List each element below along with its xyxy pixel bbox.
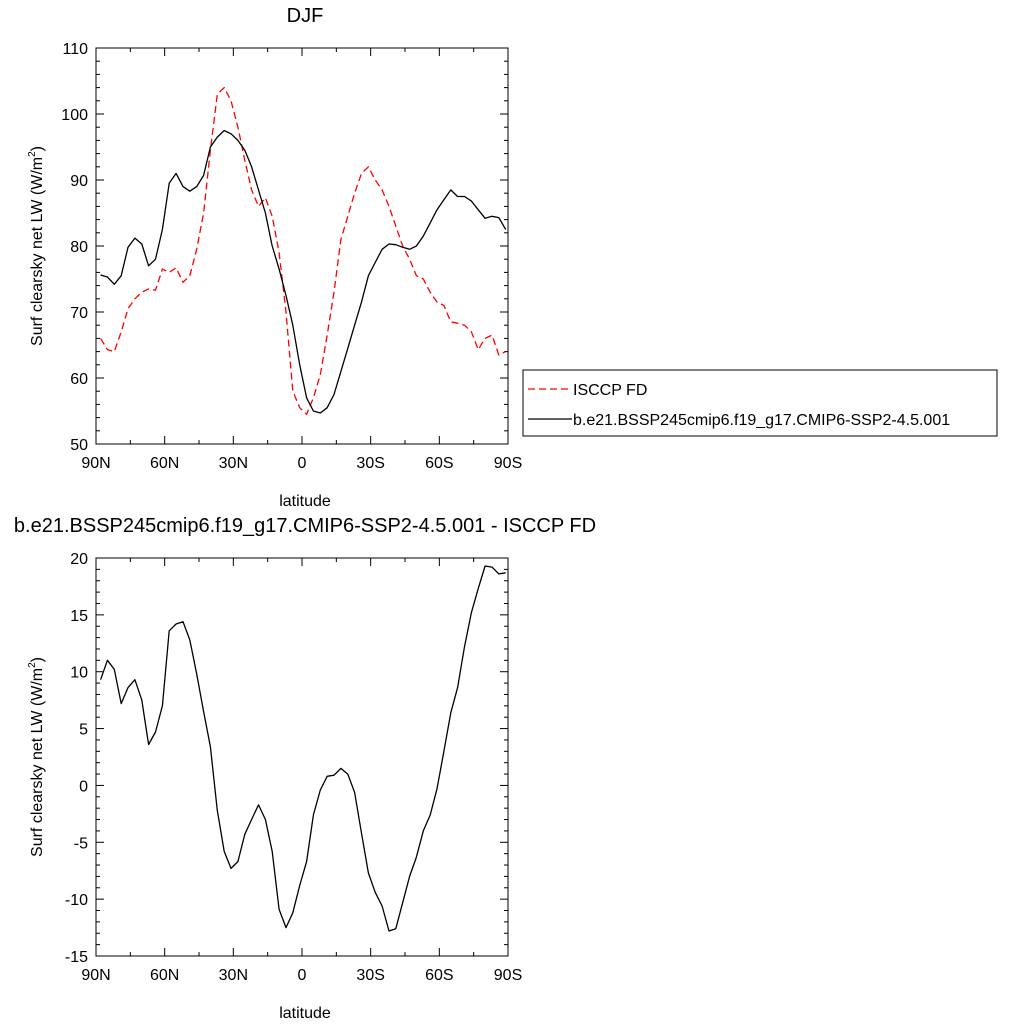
top-panel-y-axis-label-close: ) <box>29 146 46 151</box>
x-tick-label: 30S <box>356 455 384 472</box>
legend-label-isccp-fd: ISCCP FD <box>573 382 647 399</box>
x-tick-label: 30S <box>356 967 384 984</box>
legend-box <box>522 369 998 437</box>
bottom-panel-y-axis-label-sup: 2 <box>27 662 38 668</box>
bottom-panel-y-axis-label-main: Surf clearsky net LW (W/m <box>29 668 46 857</box>
y-tick-label: 0 <box>79 778 88 795</box>
top-panel: DJF 90N 60N 30N 0 30S 60S 90S5060708090100110 … <box>27 5 998 510</box>
y-tick-label: 70 <box>70 305 88 322</box>
series-isccp-fd-line <box>100 86 506 415</box>
bottom-panel-title: b.e21.BSSP245cmip6.f19_g17.CMIP6-SSP2-4.… <box>14 515 596 537</box>
y-tick-label: 10 <box>70 665 88 682</box>
y-tick-label: -10 <box>65 892 88 909</box>
y-tick-label: 100 <box>61 107 88 124</box>
series-model-line <box>100 129 507 414</box>
bottom-panel-plot-frame <box>95 557 509 957</box>
x-tick-label: 30N <box>219 967 248 984</box>
x-tick-label: 90S <box>494 967 522 984</box>
legend: ISCCP FD b.e21.BSSP245cmip6.f19_g17.CMIP… <box>522 369 998 437</box>
y-tick-label: 110 <box>62 41 88 58</box>
x-tick-label: 30N <box>219 455 248 472</box>
top-panel-series <box>100 86 507 415</box>
bottom-panel-y-axis-label-close: ) <box>29 657 46 662</box>
top-panel-plot-frame <box>95 47 509 445</box>
series-difference-line <box>99 565 506 932</box>
legend-label-model: b.e21.BSSP245cmip6.f19_g17.CMIP6-SSP2-4.… <box>573 412 950 429</box>
y-tick-label: -15 <box>65 949 88 966</box>
bottom-panel-series <box>99 565 506 932</box>
bottom-panel: b.e21.BSSP245cmip6.f19_g17.CMIP6-SSP2-4.… <box>14 515 596 1022</box>
x-tick-label: 0 <box>298 455 307 472</box>
x-tick-label: 90N <box>81 455 110 472</box>
top-panel-ticks: 90N 60N 30N 0 30S 60S 90S 50 60 70 80 90 100 110 <box>61 41 522 472</box>
y-tick-label: 20 <box>70 551 88 568</box>
top-panel-y-axis-label-main: Surf clearsky net LW (W/m <box>29 157 46 346</box>
x-tick-label: 60S <box>425 455 453 472</box>
bottom-panel-x-axis-label: latitude <box>279 1005 331 1022</box>
y-tick-label: 80 <box>70 239 88 256</box>
y-tick-label: 60 <box>70 371 88 388</box>
y-tick-label: 15 <box>70 608 88 625</box>
x-tick-label: 60N <box>150 455 179 472</box>
y-tick-label: -5 <box>74 835 88 852</box>
x-tick-label: 90N <box>81 967 110 984</box>
top-panel-title: DJF <box>287 5 324 27</box>
y-tick-label: 90 <box>70 173 88 190</box>
x-tick-label: 60N <box>150 967 179 984</box>
bottom-panel-y-axis-label: Surf clearsky net LW (W/m2) <box>27 657 46 857</box>
bottom-panel-ticks: 90N 60N 30N 0 30S 60S 90S -15 -10 -5 0 5 10 15 20 <box>65 551 522 984</box>
top-panel-y-axis-label: Surf clearsky net LW (W/m2) <box>27 146 46 346</box>
x-tick-label: 60S <box>425 967 453 984</box>
y-tick-label: 5 <box>79 722 88 739</box>
y-tick-label: 50 <box>70 437 88 454</box>
x-tick-label: 0 <box>298 967 307 984</box>
top-panel-x-axis-label: latitude <box>279 493 331 510</box>
top-panel-y-axis-label-sup: 2 <box>27 151 38 157</box>
x-tick-label: 90S <box>494 455 522 472</box>
